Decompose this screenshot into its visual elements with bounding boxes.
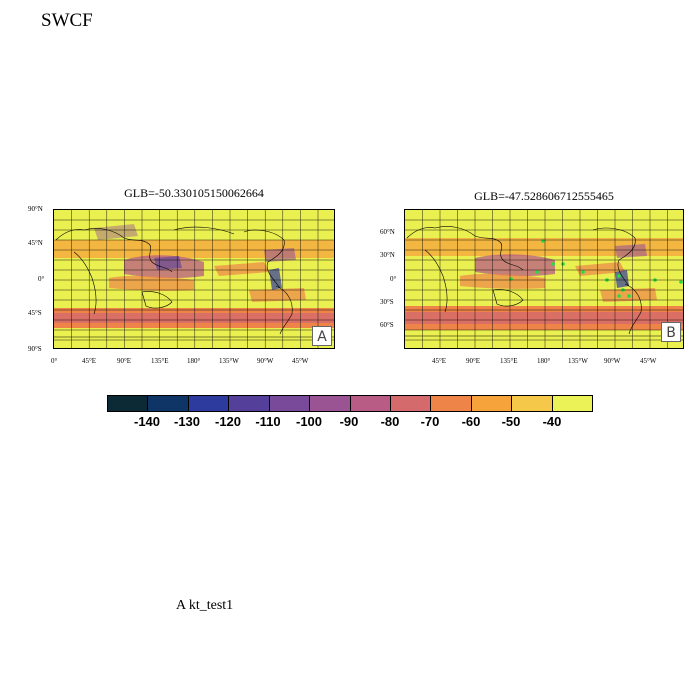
colorbar-label: -120 — [214, 414, 242, 429]
lon-tick: 0° — [51, 357, 58, 365]
colorbar-label: -110 — [255, 414, 281, 429]
colorbar-cell — [108, 396, 149, 411]
lat-tick: 45°N — [28, 239, 43, 247]
colorbar-cell — [148, 396, 189, 411]
lon-tick: 90°E — [117, 357, 132, 365]
lon-tick: 90°W — [257, 357, 274, 365]
lon-tick: 45°W — [292, 357, 309, 365]
lat-tick: 30°S — [380, 298, 394, 306]
colorbar-cell — [310, 396, 351, 411]
lon-tick: 45°W — [640, 357, 657, 365]
colorbar-label: -70 — [420, 414, 440, 429]
lon-tick: 90°W — [604, 357, 621, 365]
lon-tick: 90°E — [466, 357, 481, 365]
lon-tick: 180° — [537, 357, 551, 365]
panel-b-map: B — [404, 209, 684, 349]
lon-tick: 135°E — [151, 357, 169, 365]
lat-tick: 90°N — [28, 205, 43, 213]
lat-tick: 90°S — [28, 345, 42, 353]
colorbar-label: -40 — [542, 414, 562, 429]
colorbar-cell — [512, 396, 553, 411]
panel-a-map: A — [53, 209, 335, 349]
colorbar-cell — [390, 396, 432, 411]
lat-tick: 0° — [38, 275, 45, 283]
colorbar-label: -140 — [133, 414, 161, 429]
lon-tick: 180° — [187, 357, 201, 365]
lon-tick: 45°E — [82, 357, 97, 365]
panel-b-title: GLB=-47.528606712555465 — [474, 189, 614, 203]
lat-tick: 0° — [390, 275, 397, 283]
colorbar-cell — [188, 396, 230, 411]
colorbar-cell — [350, 396, 391, 411]
colorbar-cell — [552, 396, 593, 411]
colorbar-label: -100 — [295, 414, 323, 429]
case-label: A kt_test1 — [176, 598, 234, 613]
colorbar-label: -130 — [173, 414, 201, 429]
panel-b-letter: B — [661, 322, 681, 342]
colorbar-cell — [269, 396, 311, 411]
lat-tick: 60°S — [380, 321, 394, 329]
lon-tick: 45°E — [432, 357, 447, 365]
figure-title: SWCF — [41, 10, 93, 31]
lon-tick: 135°W — [568, 357, 588, 365]
panel-a-letter: A — [312, 326, 332, 346]
panel-a-title: GLB=-50.330105150062664 — [124, 186, 264, 200]
colorbar-label: -50 — [501, 414, 521, 429]
colorbar-cell — [229, 396, 270, 411]
lon-tick: 135°W — [219, 357, 239, 365]
lat-tick: 30°N — [380, 251, 395, 259]
lat-tick: 60°N — [380, 228, 395, 236]
colorbar-cell — [431, 396, 472, 411]
colorbar-cell — [471, 396, 513, 411]
colorbar — [107, 395, 593, 412]
colorbar-label: -60 — [461, 414, 481, 429]
colorbar-label: -80 — [380, 414, 400, 429]
lon-tick: 135°E — [500, 357, 518, 365]
colorbar-label: -90 — [339, 414, 359, 429]
lat-tick: 45°S — [28, 309, 42, 317]
